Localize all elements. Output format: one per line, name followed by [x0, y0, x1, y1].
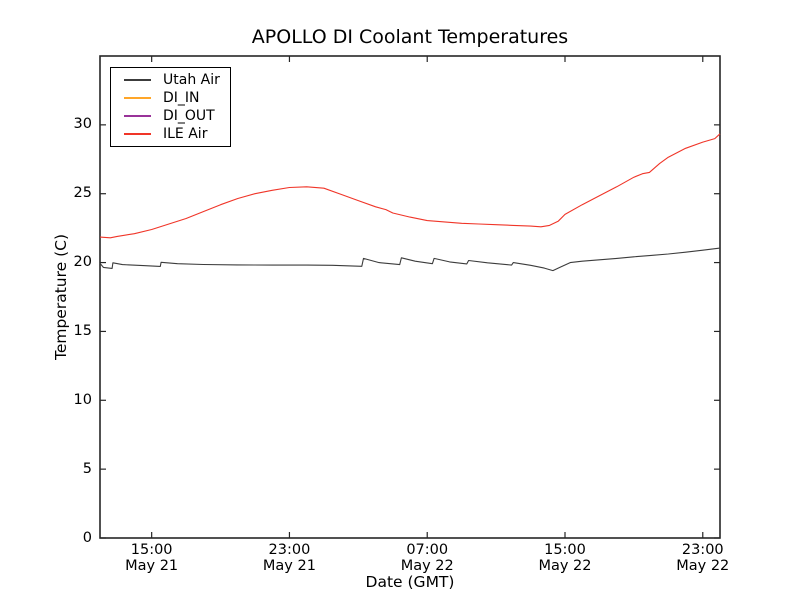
legend-line-swatch — [124, 133, 151, 135]
y-tick-label: 10 — [73, 391, 92, 408]
x-tick-time: 15:00 — [130, 542, 173, 558]
y-tick-label: 0 — [82, 529, 92, 546]
legend-label: DI_OUT — [163, 108, 215, 124]
x-tick-time: 23:00 — [268, 542, 311, 558]
legend-label: ILE Air — [163, 126, 208, 142]
legend-item-ile-air: ILE Air — [115, 125, 220, 143]
x-axis-label: Date (GMT) — [365, 573, 455, 591]
y-tick-label: 5 — [82, 460, 92, 477]
x-tick-time: 23:00 — [681, 542, 724, 558]
x-tick-label: 07:00 May 22 — [382, 542, 472, 574]
y-axis-label: Temperature (C) — [52, 233, 70, 361]
x-tick-label: 23:00 May 22 — [658, 542, 748, 574]
legend-item-utah-air: Utah Air — [115, 71, 220, 89]
y-tick-label: 15 — [73, 322, 92, 339]
legend-item-di-out: DI_OUT — [115, 107, 220, 125]
x-tick-time: 07:00 — [406, 542, 449, 558]
x-tick-date: May 22 — [676, 558, 730, 574]
legend-label: Utah Air — [163, 72, 220, 88]
series-line-ile-air — [99, 133, 721, 239]
x-tick-date: May 21 — [262, 558, 316, 574]
series-line-utah-air — [99, 247, 721, 272]
x-tick-date: May 22 — [538, 558, 592, 574]
legend-label: DI_IN — [163, 90, 200, 106]
x-tick-time: 15:00 — [544, 542, 586, 558]
x-tick-date: May 21 — [125, 558, 179, 574]
legend: Utah Air DI_IN DI_OUT ILE Air — [110, 67, 231, 147]
legend-item-di-in: DI_IN — [115, 89, 220, 107]
axes-frame — [99, 55, 721, 539]
legend-line-swatch — [124, 97, 151, 99]
x-tick-date: May 22 — [400, 558, 454, 574]
y-tick-label: 25 — [73, 185, 92, 202]
x-tick-label: 23:00 May 21 — [244, 542, 334, 574]
chart-title: APOLLO DI Coolant Temperatures — [251, 26, 569, 48]
x-tick-label: 15:00 May 22 — [520, 542, 610, 574]
x-tick-label: 15:00 May 21 — [107, 542, 197, 574]
y-tick-label: 30 — [73, 116, 92, 133]
legend-line-swatch — [124, 115, 151, 117]
legend-line-swatch — [124, 79, 151, 81]
y-tick-label: 20 — [73, 254, 92, 271]
